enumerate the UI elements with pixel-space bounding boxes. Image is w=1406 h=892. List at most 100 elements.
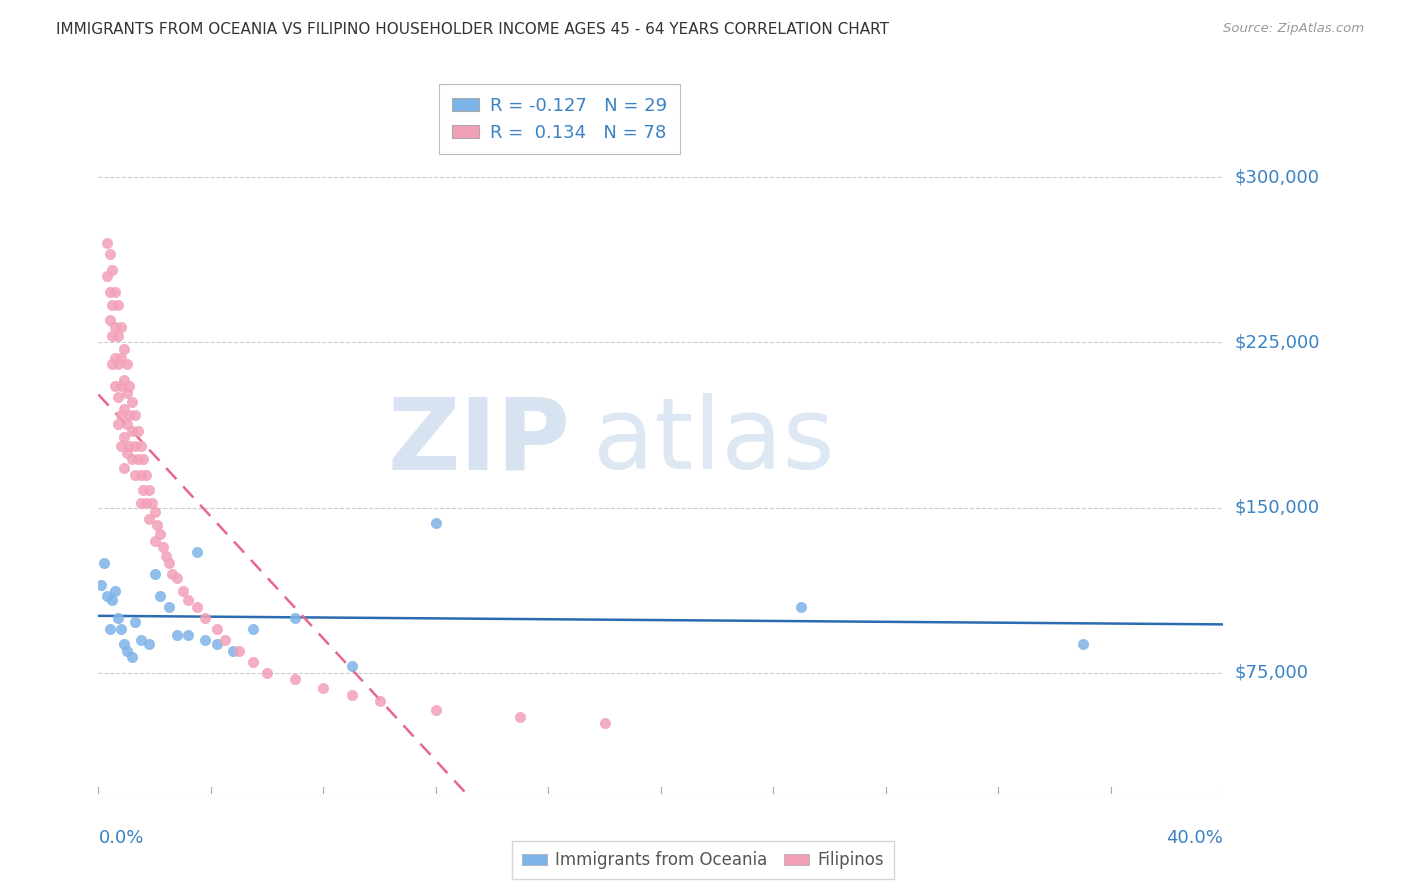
Point [340,659,363,673]
Point [101,593,124,607]
Point [124,615,146,629]
Point [146,518,169,533]
Point [127,424,149,438]
Point [104,584,127,599]
Point [149,527,172,541]
Point [149,589,172,603]
Point [129,632,152,647]
Point [157,556,180,570]
Point [101,358,124,372]
Point [110,351,132,365]
Point [124,467,146,482]
Point [118,439,141,453]
Point [101,262,124,277]
Point [205,622,228,636]
Point [107,328,129,343]
Point [110,408,132,422]
Point [98,285,121,299]
Point [115,644,138,658]
Point [115,445,138,459]
Text: $300,000: $300,000 [1234,169,1319,186]
Point [118,379,141,393]
Point [107,417,129,431]
Point [143,533,166,548]
Point [228,644,250,658]
Point [368,694,391,708]
Point [98,313,121,327]
Point [115,386,138,401]
Point [186,599,208,614]
Point [157,599,180,614]
Point [101,298,124,312]
Point [155,549,177,563]
Point [186,544,208,558]
Text: $150,000: $150,000 [1234,499,1319,516]
Point [104,351,127,365]
Point [177,593,200,607]
Point [121,650,143,665]
Point [112,342,135,356]
Point [143,505,166,519]
Point [110,439,132,453]
Text: $75,000: $75,000 [1234,664,1309,681]
Point [284,673,307,687]
Point [121,424,143,438]
Point [96,269,118,284]
Text: $225,000: $225,000 [1234,334,1320,351]
Point [425,703,447,717]
Point [110,379,132,393]
Point [107,611,129,625]
Point [194,632,217,647]
Point [112,373,135,387]
Text: 0.0%: 0.0% [98,830,143,847]
Point [107,391,129,405]
Point [124,408,146,422]
Point [256,665,278,680]
Point [129,439,152,453]
Point [93,556,115,570]
Point [127,452,149,467]
Point [135,467,157,482]
Legend: Immigrants from Oceania, Filipinos: Immigrants from Oceania, Filipinos [512,841,894,880]
Text: 40.0%: 40.0% [1167,830,1223,847]
Text: atlas: atlas [593,393,835,490]
Point [112,401,135,416]
Point [110,320,132,334]
Point [166,628,188,642]
Point [166,571,188,585]
Point [593,716,616,731]
Point [790,599,813,614]
Point [340,688,363,702]
Point [129,467,152,482]
Point [112,461,135,475]
Point [242,622,264,636]
Point [425,516,447,530]
Point [112,637,135,651]
Point [242,655,264,669]
Point [160,566,183,581]
Point [177,628,200,642]
Text: ZIP: ZIP [388,393,571,490]
Point [141,496,163,510]
Point [222,644,245,658]
Point [284,611,307,625]
Point [112,430,135,444]
Point [115,417,138,431]
Point [138,511,160,525]
Point [110,622,132,636]
Point [101,328,124,343]
Point [104,379,127,393]
Point [135,496,157,510]
Point [152,541,174,555]
Legend: R = -0.127   N = 29, R =  0.134   N = 78: R = -0.127 N = 29, R = 0.134 N = 78 [440,84,679,154]
Point [138,483,160,497]
Point [132,483,155,497]
Point [509,710,531,724]
Point [194,611,217,625]
Point [124,439,146,453]
Point [1071,637,1094,651]
Text: Source: ZipAtlas.com: Source: ZipAtlas.com [1223,22,1364,36]
Point [129,496,152,510]
Text: IMMIGRANTS FROM OCEANIA VS FILIPINO HOUSEHOLDER INCOME AGES 45 - 64 YEARS CORREL: IMMIGRANTS FROM OCEANIA VS FILIPINO HOUS… [56,22,889,37]
Point [312,681,335,696]
